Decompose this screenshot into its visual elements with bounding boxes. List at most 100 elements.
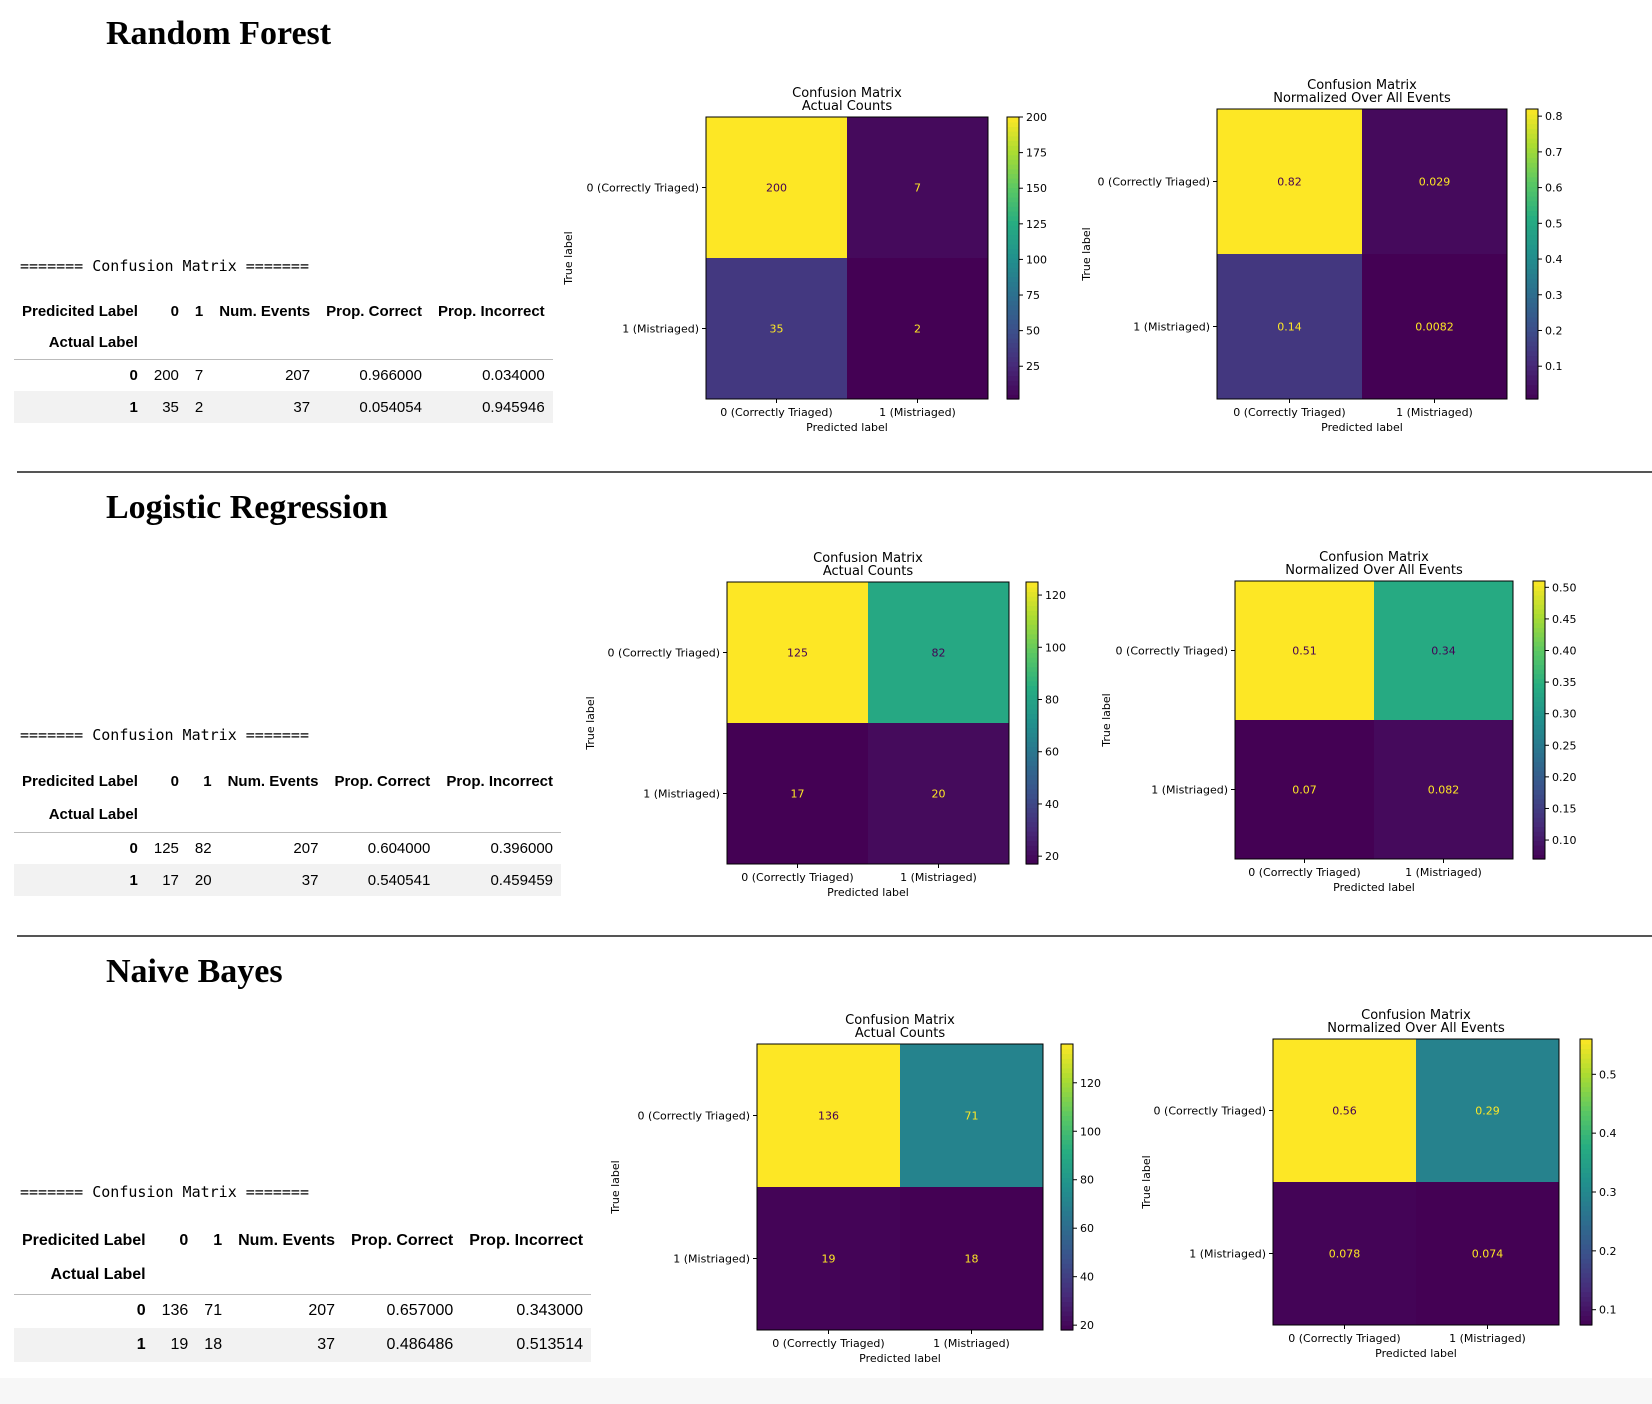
colorbar-segment (1580, 1205, 1592, 1212)
cell-value-label: 2 (914, 323, 921, 336)
colorbar-segment (1061, 1182, 1073, 1188)
colorbar-segment (1026, 751, 1038, 757)
colorbar-segment (1007, 173, 1019, 179)
colorbar-segment (1007, 211, 1019, 217)
section-divider (17, 471, 1652, 473)
colorbar-segment (1533, 808, 1545, 814)
colorbar-segment (1580, 1320, 1592, 1326)
colorbar-segment (1026, 793, 1038, 799)
colorbar-segment (1026, 779, 1038, 785)
colorbar-segment (1533, 803, 1545, 809)
colorbar-segment (1007, 262, 1019, 268)
colorbar-tick-label: 60 (1045, 746, 1059, 759)
section-title: Random Forest (106, 15, 332, 52)
colorbar-segment (1526, 389, 1538, 395)
colorbar-segment (1533, 784, 1545, 791)
colorbar-tick-label: 0.30 (1552, 708, 1577, 721)
colorbar-segment (1533, 738, 1545, 744)
colorbar-segment (1061, 1091, 1073, 1098)
colorbar-segment (1533, 594, 1545, 601)
colorbar-segment (1580, 1115, 1592, 1121)
colorbar-tick-label: 0.2 (1545, 324, 1563, 337)
colorbar-segment (1007, 347, 1019, 353)
colorbar-segment (1007, 201, 1019, 207)
colorbar-segment (1533, 608, 1545, 615)
colorbar-segment (1580, 1186, 1592, 1193)
colorbar-segment (1526, 244, 1538, 250)
chart-subtitle: Actual Counts (855, 1026, 945, 1041)
colorbar-segment (1026, 586, 1038, 592)
heatmap-frame (705, 116, 989, 400)
colorbar-segment (1026, 798, 1038, 804)
colorbar-tick-label: 80 (1080, 1174, 1094, 1187)
colorbar-segment (1580, 1062, 1592, 1069)
column-header: Prop. Incorrect (437, 303, 545, 320)
colorbar-segment (1580, 1196, 1592, 1202)
colorbar-segment (1526, 254, 1538, 260)
cell-value-label: 125 (787, 647, 808, 660)
colorbar-segment (1526, 215, 1538, 221)
colorbar-segment (1580, 1286, 1592, 1293)
colorbar-segment (1533, 710, 1545, 716)
colorbar-segment (1533, 613, 1545, 619)
colorbar-segment (1533, 845, 1545, 851)
colorbar-segment (1580, 1162, 1592, 1169)
colorbar-tick-label: 20 (1045, 850, 1059, 863)
heatmap-frame (726, 581, 1010, 865)
colorbar-segment (1026, 831, 1038, 837)
colorbar-segment (1061, 1163, 1073, 1169)
table-cell: 2 (194, 398, 204, 416)
colorbar-segment (1533, 590, 1545, 596)
colorbar-segment (1007, 323, 1019, 330)
colorbar-segment (1526, 350, 1538, 357)
colorbar-segment (1526, 321, 1538, 328)
table-cell: 0.343000 (516, 1302, 584, 1320)
colorbar-segment (1061, 1301, 1073, 1307)
colorbar-tick-label: 25 (1026, 360, 1040, 373)
colorbar-segment (1026, 812, 1038, 818)
column-header: Predicited Label (22, 1232, 146, 1249)
colorbar-segment (1533, 701, 1545, 707)
colorbar-tick-label: 0.8 (1545, 110, 1563, 123)
y-tick-label: 1 (Mistriaged) (622, 323, 699, 336)
column-header: Num. Events (219, 303, 311, 320)
colorbar-segment (1526, 113, 1538, 120)
colorbar-segment (1061, 1144, 1073, 1150)
chart-title: Confusion Matrix (792, 86, 902, 101)
table-cell: 0.513514 (516, 1336, 584, 1353)
cell-value-label: 0.029 (1419, 176, 1451, 189)
table-cell: 0.540541 (367, 871, 431, 889)
colorbar-segment (1007, 239, 1019, 245)
x-tick-label: 1 (Mistriaged) (1449, 1332, 1526, 1345)
colorbar-segment (1580, 1100, 1592, 1107)
table-row: 0 125 82 207 0.604000 0.396000 (14, 832, 561, 864)
colorbar-segment (1533, 743, 1545, 749)
colorbar-segment (1533, 798, 1545, 804)
colorbar-segment (1007, 267, 1019, 273)
colorbar-segment (1026, 596, 1038, 602)
colorbar-tick-label: 0.40 (1552, 645, 1577, 658)
colorbar-segment (1533, 678, 1545, 684)
colorbar-segment (1580, 1172, 1592, 1178)
column-header: Predicited Label (22, 303, 138, 320)
colorbar-segment (1061, 1082, 1073, 1088)
colorbar-segment (1061, 1187, 1073, 1193)
table-cell: 0.966000 (359, 366, 422, 384)
colorbar-segment (1526, 365, 1538, 371)
cell-value-label: 19 (822, 1253, 836, 1266)
colorbar-segment (1580, 1248, 1592, 1255)
row-index: 1 (129, 871, 138, 889)
colorbar-segment (1061, 1139, 1073, 1145)
colorbar-segment (1061, 1158, 1073, 1164)
cell-value-label: 17 (791, 788, 805, 801)
colorbar-segment (1061, 1263, 1073, 1269)
colorbar-segment (1026, 755, 1038, 762)
heatmap-cell (900, 1044, 1043, 1187)
confusion-matrix-banner: ======= Confusion Matrix ======= (20, 1183, 309, 1201)
colorbar-segment (1007, 394, 1019, 400)
colorbar-segment (1533, 604, 1545, 610)
colorbar-segment (1580, 1120, 1592, 1126)
colorbar-segment (1061, 1225, 1073, 1231)
colorbar-segment (1007, 117, 1019, 123)
